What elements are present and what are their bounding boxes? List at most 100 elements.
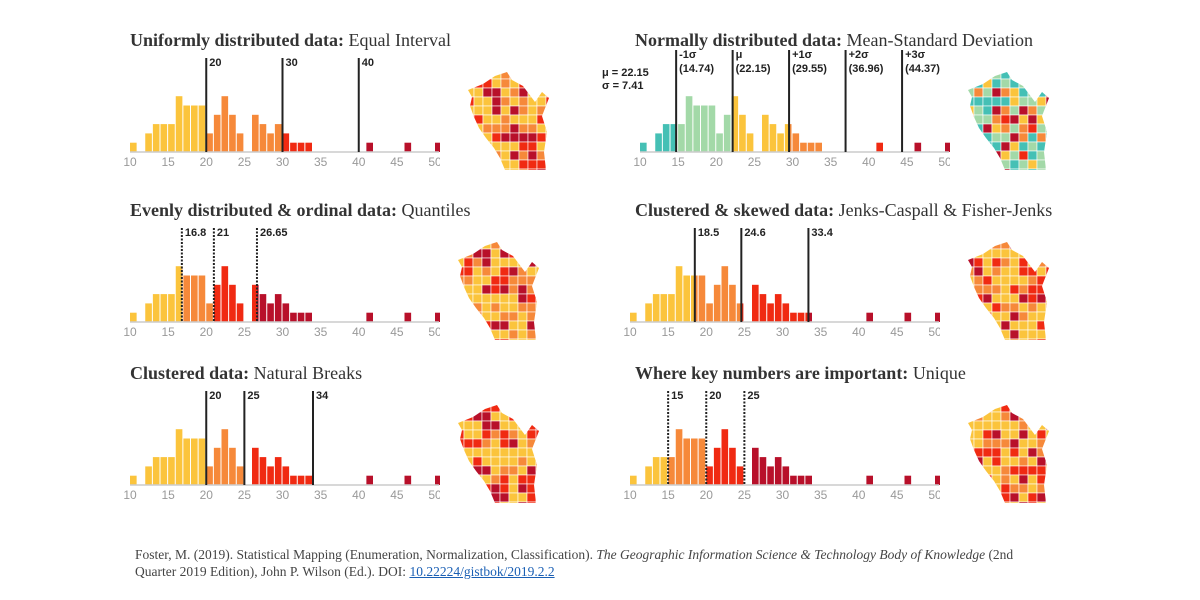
map-county (1009, 474, 1020, 485)
map-county (991, 438, 1002, 449)
map-county (490, 284, 501, 295)
histogram-bar (729, 284, 736, 322)
map-county (482, 168, 493, 170)
map-county (490, 501, 501, 503)
map-county (1027, 420, 1038, 431)
histogram-bar (404, 312, 412, 322)
map-county (1045, 132, 1049, 143)
map-county (973, 284, 984, 295)
histogram-bar (130, 475, 137, 485)
map-county (491, 132, 502, 143)
histogram-bar (805, 312, 809, 322)
histogram-bar (366, 142, 373, 152)
map-county (500, 132, 511, 143)
map-county (481, 465, 492, 476)
tick-label: 35 (314, 325, 328, 339)
map-county (1009, 302, 1020, 313)
map-county (500, 78, 511, 89)
histogram-bar (767, 466, 774, 485)
map-county (1027, 311, 1038, 322)
tick-label: 15 (161, 155, 175, 169)
map-county (482, 72, 493, 80)
map-county (982, 159, 993, 170)
citation: Foster, M. (2019). Statistical Mapping (… (135, 546, 1055, 580)
histogram-bar (206, 133, 213, 152)
map-county (499, 438, 510, 449)
map-county (473, 141, 484, 152)
histogram-bar (904, 312, 912, 322)
map-county (500, 72, 511, 80)
map-county (968, 87, 975, 98)
map-county (968, 266, 975, 277)
map-county (508, 329, 519, 340)
map-county (973, 159, 984, 170)
map-county (526, 465, 537, 476)
map-county (973, 141, 984, 152)
map-county (517, 447, 528, 458)
map-county (1009, 338, 1020, 340)
tick-label: 40 (352, 325, 366, 339)
map-county (508, 320, 519, 331)
histogram-bar (259, 294, 267, 322)
map-county (1009, 248, 1020, 259)
tick-label: 15 (671, 155, 685, 169)
map-county (1000, 284, 1011, 295)
histogram-bar (678, 124, 685, 152)
map-county (535, 311, 539, 322)
map-county (463, 474, 474, 485)
map-county (518, 150, 529, 161)
break-label: 18.5 (698, 227, 719, 239)
map-county (517, 266, 528, 277)
map-county (472, 284, 483, 295)
map-county (526, 275, 537, 286)
map-county (472, 293, 483, 304)
histogram-bar (815, 142, 822, 152)
map-county (535, 284, 539, 295)
map-county (1018, 96, 1029, 107)
map-county (458, 492, 465, 503)
map-county (499, 483, 510, 494)
map-county (1027, 242, 1038, 250)
map-county (982, 465, 993, 476)
map-county (1027, 248, 1038, 259)
map-county (1018, 105, 1029, 116)
map-county (490, 483, 501, 494)
map-county (1036, 105, 1047, 116)
map-county (472, 465, 483, 476)
map-county (991, 329, 1002, 340)
citation-text: Foster, M. (2019). Statistical Mapping (… (135, 547, 597, 562)
map-county (968, 411, 975, 422)
map-county (518, 123, 529, 134)
map-county (535, 257, 539, 268)
map-county (517, 429, 528, 440)
histogram-bar (721, 266, 729, 322)
map-county (1000, 105, 1011, 116)
map-county (536, 72, 547, 80)
histogram-bar (777, 133, 784, 152)
map-county (468, 114, 475, 125)
map-county (1000, 311, 1011, 322)
map-county (1000, 429, 1011, 440)
map-county (458, 465, 465, 476)
histogram-bar (866, 475, 873, 485)
map-county (1018, 492, 1029, 503)
histogram-bar (876, 142, 883, 152)
histogram-bar (259, 124, 267, 152)
map-county (968, 96, 975, 107)
map-county (463, 411, 474, 422)
map-county (1018, 114, 1029, 125)
map-county (458, 438, 465, 449)
map-county (545, 105, 549, 116)
break-label: 20 (209, 390, 221, 402)
map-county (499, 302, 510, 313)
break-label: 34 (316, 390, 329, 402)
map-county (1018, 123, 1029, 134)
map-county (545, 72, 549, 80)
map-county (1009, 411, 1020, 422)
map-county (468, 78, 475, 89)
map-county (517, 257, 528, 268)
doi-link[interactable]: 10.22224/gistbok/2019.2.2 (409, 564, 555, 579)
histogram-bar (160, 457, 168, 485)
map-county (535, 242, 539, 250)
map-county (545, 150, 549, 161)
